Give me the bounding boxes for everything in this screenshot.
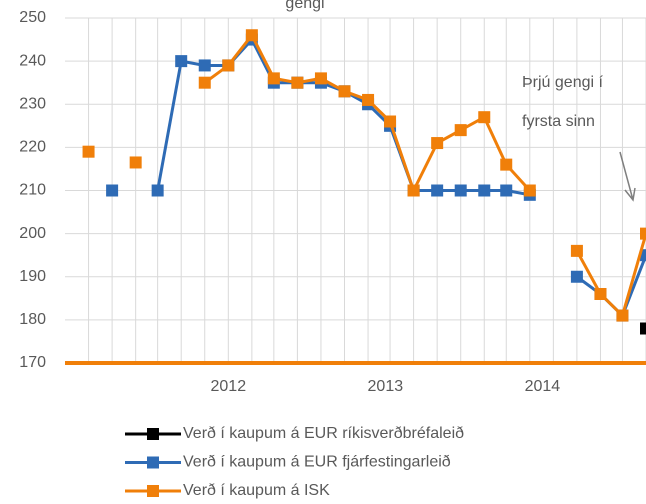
marker (82, 145, 95, 158)
marker (478, 111, 491, 124)
y-tick-label: 220 (19, 139, 46, 156)
marker (267, 72, 280, 85)
marker (478, 184, 491, 197)
annotation: fyrsta sinn (522, 113, 595, 130)
marker (640, 322, 646, 335)
legend-label: Verð í kaupum á ISK (183, 482, 330, 499)
marker (454, 184, 467, 197)
y-tick-label: 210 (19, 182, 46, 199)
legend-label: Verð í kaupum á EUR ríkisverðbréfaleið (183, 425, 464, 442)
legend-marker (147, 428, 159, 440)
marker (616, 309, 629, 322)
marker (640, 249, 646, 262)
annotation: Þrjú gengi í (522, 74, 603, 91)
marker (175, 55, 188, 68)
marker (407, 184, 420, 197)
marker (570, 244, 583, 257)
marker (314, 72, 327, 85)
legend-marker (147, 485, 159, 497)
marker (523, 184, 536, 197)
annotation-arrow (619, 151, 636, 202)
marker (570, 270, 583, 283)
marker (245, 29, 258, 42)
marker (198, 76, 211, 89)
marker (129, 156, 142, 169)
marker (222, 59, 235, 72)
marker (500, 184, 513, 197)
x-tick-label: 2014 (525, 378, 561, 395)
marker (338, 85, 351, 98)
marker (362, 93, 375, 106)
chart-title: gengi (285, 0, 324, 12)
marker (384, 115, 397, 128)
y-tick-label: 240 (19, 52, 46, 69)
legend-marker (147, 456, 159, 469)
marker (198, 59, 211, 72)
y-tick-label: 170 (19, 354, 46, 371)
marker (151, 184, 164, 197)
marker (594, 288, 607, 300)
marker (431, 137, 444, 150)
marker (106, 184, 119, 197)
marker (640, 227, 646, 240)
marker (454, 124, 467, 137)
x-tick-label: 2012 (211, 378, 247, 395)
marker (431, 184, 444, 197)
x-tick-label: 2013 (368, 378, 404, 395)
plot (82, 29, 646, 335)
y-tick-label: 200 (19, 225, 46, 242)
legend-label: Verð í kaupum á EUR fjárfestingarleið (183, 454, 451, 471)
marker (291, 76, 304, 89)
y-tick-label: 250 (19, 9, 46, 26)
y-tick-label: 190 (19, 268, 46, 285)
y-tick-label: 230 (19, 95, 46, 112)
marker (500, 158, 513, 171)
y-tick-label: 180 (19, 311, 46, 328)
